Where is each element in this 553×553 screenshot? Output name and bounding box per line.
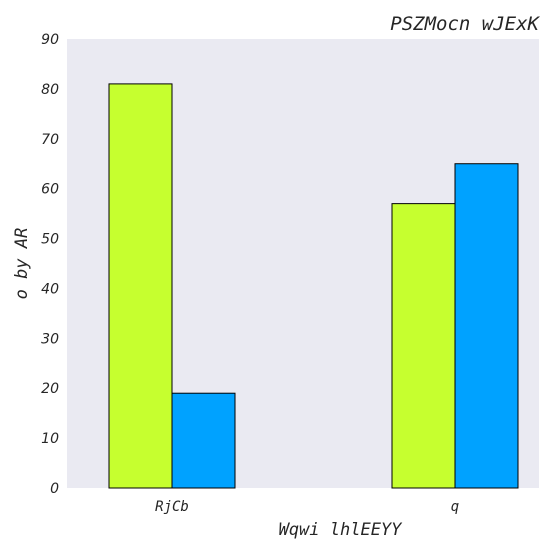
y-axis-label: o by AR <box>12 228 32 300</box>
y-axis-ticks: 0 10 20 30 40 50 60 70 80 90 <box>41 32 59 497</box>
x-axis-ticks: RjCb q <box>155 499 459 515</box>
y-tick-label: 10 <box>41 431 59 447</box>
x-tick-label: RjCb <box>155 499 189 515</box>
x-axis-label: Wqwi lhlEEYY <box>279 520 404 540</box>
y-tick-label: 50 <box>41 232 59 248</box>
y-tick-label: 70 <box>41 132 59 148</box>
y-tick-label: 30 <box>41 331 59 347</box>
y-tick-label: 20 <box>41 381 59 397</box>
y-tick-label: 40 <box>41 281 59 297</box>
bar-RjCb-series-2 <box>171 392 236 489</box>
chart-title: PSZMocn wJExK <box>390 13 540 35</box>
bar-q-series-2 <box>454 163 519 489</box>
y-tick-label: 0 <box>50 481 59 497</box>
y-tick-label: 90 <box>41 32 59 48</box>
y-tick-label: 80 <box>41 82 59 98</box>
y-tick-label: 60 <box>41 182 59 198</box>
bars-group <box>108 83 519 489</box>
bar-RjCb-series-1 <box>108 83 173 489</box>
bar-q-series-1 <box>391 203 456 489</box>
x-tick-label: q <box>451 499 459 515</box>
